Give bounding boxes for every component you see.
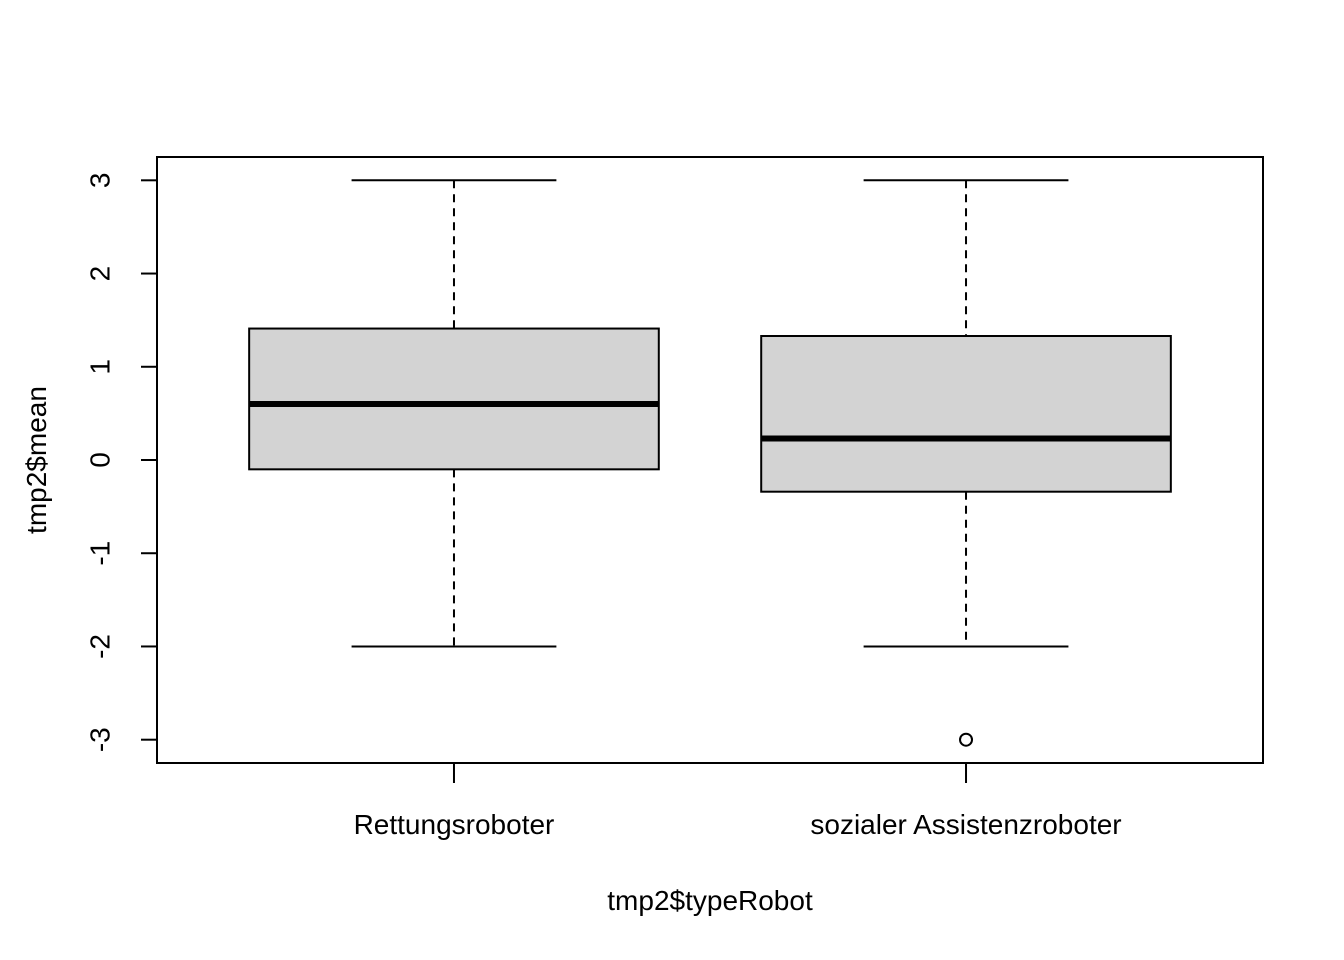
y-tick-label: 0 — [85, 452, 116, 468]
box-group — [248, 179, 660, 648]
y-tick-label: -1 — [85, 541, 116, 566]
box-group — [760, 179, 1172, 747]
x-axis-title: tmp2$typeRobot — [607, 885, 813, 916]
y-tick-label: 2 — [85, 266, 116, 282]
box-iqr — [248, 327, 660, 471]
x-axis: Rettungsroboter sozialer Assistenzroboter — [354, 763, 1122, 840]
x-tick-label: sozialer Assistenzroboter — [810, 809, 1121, 840]
y-tick-label: 1 — [85, 359, 116, 375]
y-tick-label: -2 — [85, 634, 116, 659]
outlier-point — [959, 732, 974, 747]
y-tick-label: 3 — [85, 173, 116, 189]
boxes-layer — [248, 179, 1172, 747]
y-tick-label: -3 — [85, 727, 116, 752]
x-tick-label: Rettungsroboter — [354, 809, 555, 840]
y-axis-title: tmp2$mean — [21, 386, 52, 534]
y-axis: -3 -2 -1 0 1 2 3 — [85, 173, 157, 752]
box-iqr — [760, 335, 1172, 493]
